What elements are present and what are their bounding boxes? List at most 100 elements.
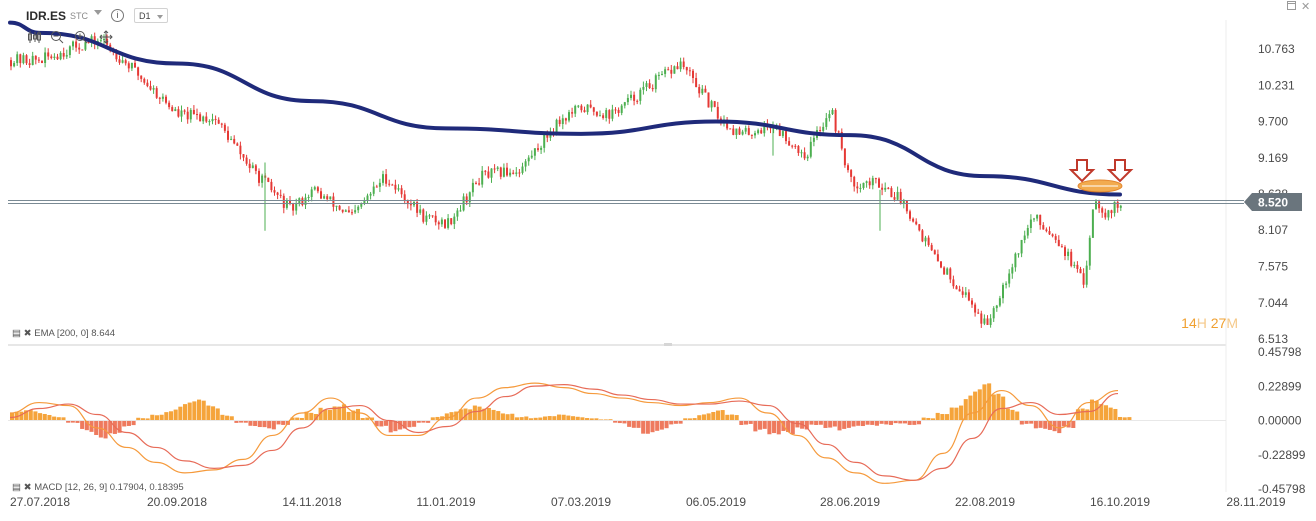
candle-body <box>924 237 927 242</box>
macd-bar <box>421 420 426 423</box>
candle-body <box>1079 268 1082 274</box>
macd-tick-label: 0.45798 <box>1258 345 1302 359</box>
zoom-in-icon[interactable] <box>74 30 88 46</box>
ema-200-line[interactable] <box>8 20 1122 197</box>
candle-body <box>561 118 564 124</box>
legend-close-icon[interactable]: ✖ <box>23 482 32 493</box>
candle-body <box>692 70 694 79</box>
legend-menu-icon[interactable]: ▤ <box>12 328 21 339</box>
candle-body <box>974 304 977 313</box>
macd-bar <box>33 411 38 421</box>
macd-tick-label: -0.45798 <box>1258 482 1306 496</box>
down-arrow-icon[interactable] <box>1106 159 1134 183</box>
ticker-symbol[interactable]: IDR.ES <box>26 9 67 23</box>
move-icon[interactable] <box>99 30 113 46</box>
candle-body <box>509 172 512 176</box>
candle-body <box>326 196 329 200</box>
candle-body <box>230 138 233 140</box>
candle-body <box>1029 219 1032 228</box>
macd-bar <box>47 414 52 421</box>
legend-menu-icon[interactable]: ▤ <box>12 482 21 493</box>
macd-bar <box>1108 407 1113 421</box>
macd-bar <box>290 417 295 421</box>
macd-bar <box>916 420 922 425</box>
candle-body <box>763 123 766 134</box>
candle-body <box>338 205 341 210</box>
candle-body <box>592 107 595 112</box>
macd-bar <box>1015 411 1020 421</box>
candle-body <box>695 78 698 88</box>
ema-legend-text: EMA [200, 0] 8.644 <box>34 328 116 339</box>
macd-bar <box>42 413 47 421</box>
candle-body <box>847 165 849 171</box>
candle-body <box>37 59 40 61</box>
macd-bar <box>711 412 716 421</box>
candle-body <box>478 183 481 185</box>
info-icon[interactable]: i <box>111 9 124 22</box>
ticker-dropdown-icon[interactable] <box>94 10 102 15</box>
macd-bar <box>379 420 384 427</box>
candle-body <box>971 300 973 305</box>
candle-body <box>16 54 19 64</box>
macd-bar <box>496 411 501 421</box>
candle-body <box>657 74 660 76</box>
candle-body <box>626 97 629 103</box>
bar-countdown: 14H 27M <box>1181 315 1238 331</box>
candle-body <box>487 171 490 178</box>
macd-bar <box>743 420 749 425</box>
close-icon[interactable]: ✕ <box>1301 1 1311 13</box>
candle-body <box>78 47 81 50</box>
macd-legend[interactable]: ▤ ✖ MACD [12, 26, 9] 0.17904, 0.18395 <box>12 482 184 493</box>
macd-bar <box>519 417 524 421</box>
candle-body <box>602 115 605 118</box>
macd-bar <box>823 420 828 428</box>
macd-bar <box>84 420 89 431</box>
candle-body <box>149 86 152 90</box>
ema-legend[interactable]: ▤ ✖ EMA [200, 0] 8.644 <box>12 328 115 339</box>
macd-bar <box>103 420 108 439</box>
restore-icon[interactable] <box>1287 1 1296 13</box>
macd-bar <box>1099 404 1104 421</box>
candle-body <box>868 181 871 186</box>
macd-bar <box>622 420 627 424</box>
macd-bar <box>276 420 281 425</box>
candle-body <box>794 145 797 147</box>
candles-icon[interactable] <box>27 30 41 46</box>
candle-body <box>391 184 394 186</box>
candle-body <box>865 181 868 183</box>
macd-bar <box>1094 401 1099 421</box>
candle-body <box>747 128 750 135</box>
legend-close-icon[interactable]: ✖ <box>23 328 32 339</box>
macd-bar <box>818 420 823 425</box>
countdown-hours: 14 <box>1181 315 1197 331</box>
macd-bar <box>851 420 856 427</box>
macd-bar <box>753 420 758 432</box>
zoom-out-icon[interactable] <box>50 30 64 46</box>
macd-signal-line[interactable] <box>9 384 1119 481</box>
macd-bar <box>1057 420 1062 434</box>
candle-body <box>537 148 539 150</box>
candle-body <box>388 183 391 185</box>
panel-resize-handle[interactable] <box>664 343 672 346</box>
candle-body <box>589 104 592 108</box>
macd-bar <box>739 420 744 425</box>
candle-body <box>242 154 245 158</box>
candle-body <box>202 116 205 122</box>
macd-bar <box>1043 420 1048 429</box>
candle-body <box>682 61 685 68</box>
macd-bar <box>215 408 220 421</box>
macd-line[interactable] <box>9 382 1119 484</box>
macd-bar <box>360 418 365 421</box>
macd-bar <box>500 413 505 421</box>
interval-select[interactable]: D1 <box>134 8 168 23</box>
down-arrow-icon[interactable] <box>1068 159 1096 183</box>
candle-body <box>103 38 105 41</box>
macd-bar <box>369 417 375 421</box>
candle-body <box>809 141 812 157</box>
candle-body <box>465 196 468 203</box>
macd-bar <box>683 418 688 421</box>
macd-bar <box>762 420 767 429</box>
candle-body <box>732 128 735 135</box>
macd-bar <box>267 420 272 429</box>
